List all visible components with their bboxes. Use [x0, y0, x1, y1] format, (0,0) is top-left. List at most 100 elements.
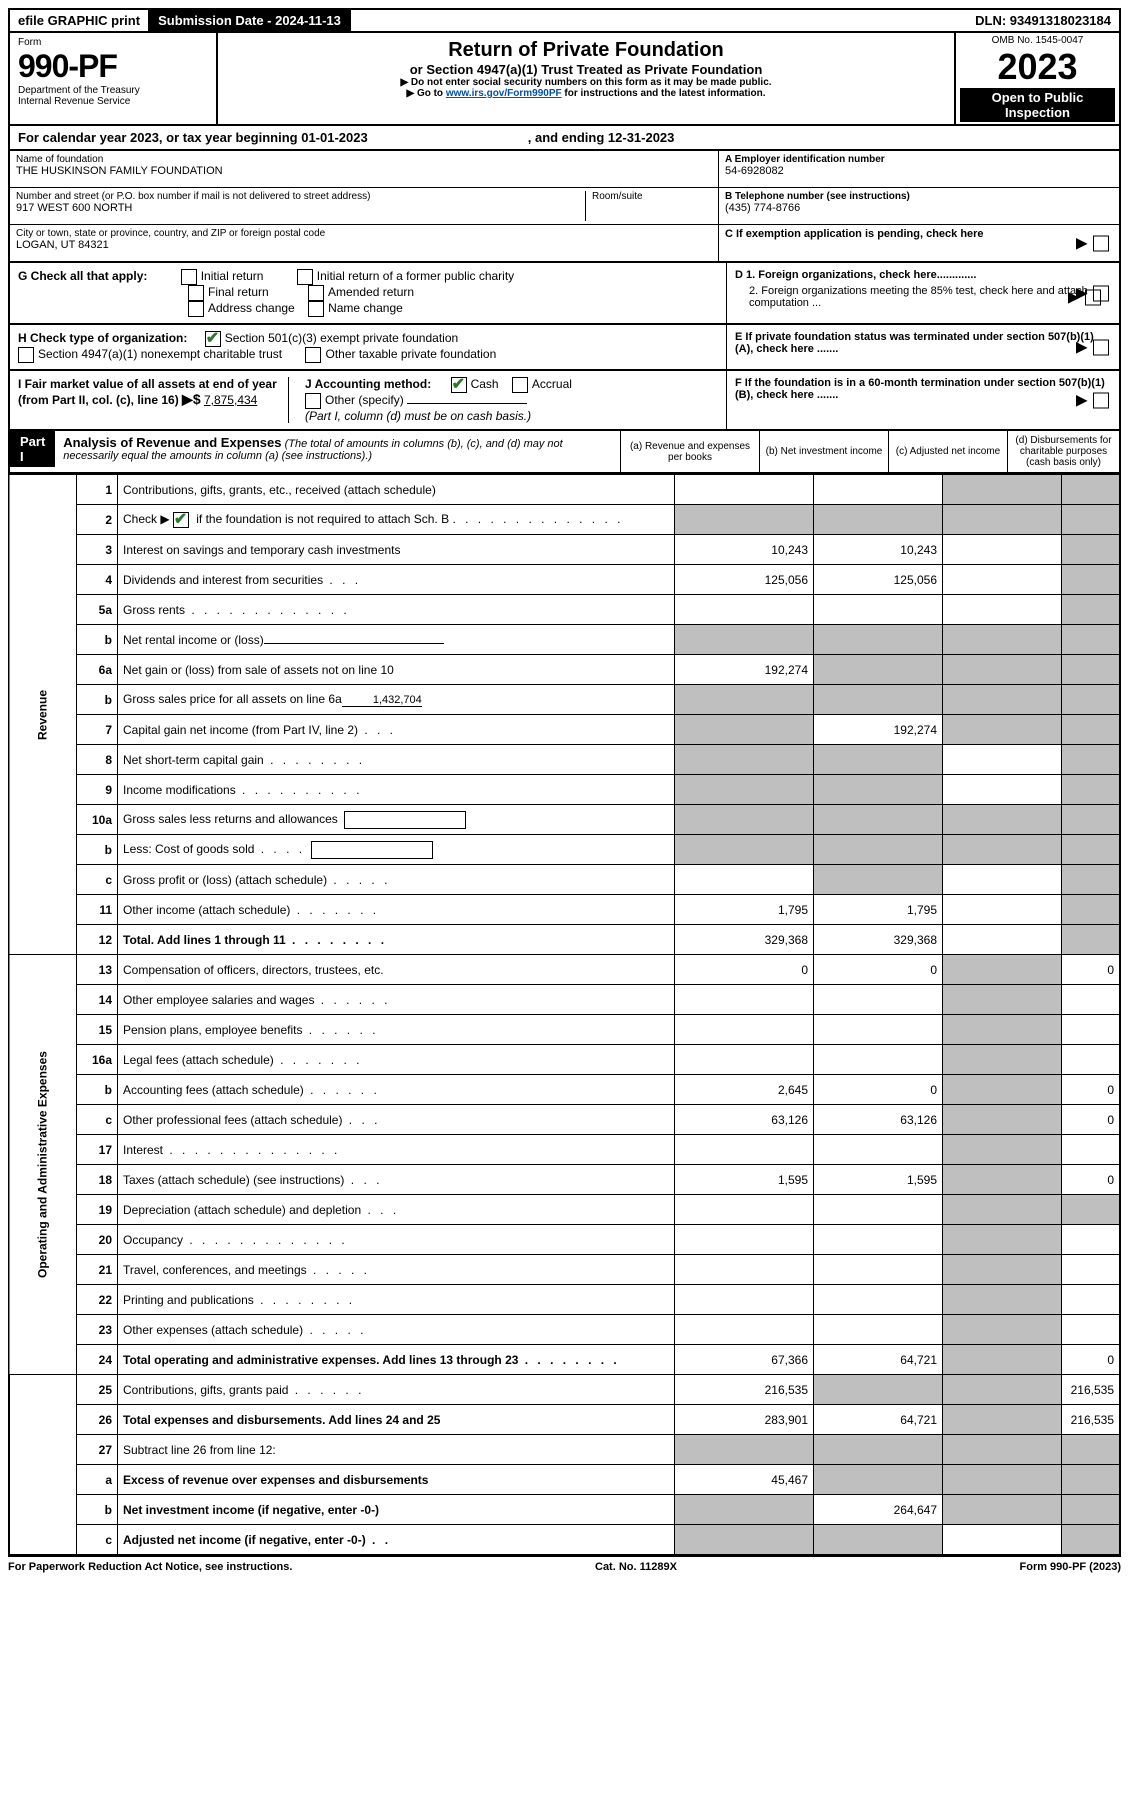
r19-desc: Depreciation (attach schedule) and deple…: [123, 1203, 361, 1217]
h-4947-checkbox[interactable]: [18, 347, 34, 363]
h-label: H Check type of organization:: [18, 331, 187, 345]
table-row: aExcess of revenue over expenses and dis…: [9, 1465, 1120, 1495]
cal-end: , and ending 12-31-2023: [528, 130, 675, 145]
table-row: 23Other expenses (attach schedule) . . .…: [9, 1315, 1120, 1345]
g-name-checkbox[interactable]: [308, 301, 324, 317]
col-b-head: (b) Net investment income: [760, 431, 889, 472]
r16b-a: 2,645: [675, 1075, 814, 1105]
r27b-desc: Net investment income (if negative, ente…: [123, 1503, 379, 1517]
r10a-field[interactable]: [344, 811, 466, 829]
r2-desc: Check ▶: [123, 512, 170, 526]
part1-tag: Part I: [10, 431, 55, 467]
table-row: bGross sales price for all assets on lin…: [9, 685, 1120, 715]
g-final-checkbox[interactable]: [188, 285, 204, 301]
r16a-desc: Legal fees (attach schedule): [123, 1053, 274, 1067]
form-header: Form 990-PF Department of the Treasury I…: [8, 33, 1121, 126]
r16c-a: 63,126: [675, 1105, 814, 1135]
form-number: 990-PF: [18, 48, 208, 85]
table-row: bNet rental income or (loss): [9, 625, 1120, 655]
part1-header: Part I Analysis of Revenue and Expenses …: [8, 431, 1121, 474]
h-501c3-checkbox[interactable]: [205, 331, 221, 347]
i-arrow: ▶$: [182, 391, 201, 407]
r6a-a: 192,274: [675, 655, 814, 685]
g-initial-checkbox[interactable]: [181, 269, 197, 285]
r6b-val: 1,432,704: [342, 694, 422, 707]
r10b-field[interactable]: [311, 841, 433, 859]
h-other-checkbox[interactable]: [305, 347, 321, 363]
note2-post: for instructions and the latest informat…: [564, 88, 765, 99]
dots: . . . . . . . . . . . . . .: [452, 512, 623, 526]
tax-year: 2023: [960, 46, 1115, 88]
r12-desc: Total. Add lines 1 through 11: [123, 933, 286, 947]
r25-a: 216,535: [675, 1375, 814, 1405]
r14-desc: Other employee salaries and wages: [123, 993, 314, 1007]
j-other-checkbox[interactable]: [305, 393, 321, 409]
g-addr-checkbox[interactable]: [188, 301, 204, 317]
r13-desc: Compensation of officers, directors, tru…: [123, 963, 384, 977]
r27-desc: Subtract line 26 from line 12:: [123, 1443, 276, 1457]
dln: DLN: 93491318023184: [967, 10, 1119, 31]
revenue-sidelabel: Revenue: [9, 475, 77, 955]
table-row: 9Income modifications . . . . . . . . . …: [9, 775, 1120, 805]
r11-desc: Other income (attach schedule): [123, 903, 290, 917]
arrow-icon: ▶: [1076, 392, 1087, 409]
e-checkbox[interactable]: [1093, 339, 1109, 355]
g-final: Final return: [208, 285, 269, 299]
table-row: 11Other income (attach schedule) . . . .…: [9, 895, 1120, 925]
r5b-desc: Net rental income or (loss): [123, 633, 264, 647]
ein-value: 54-6928082: [725, 165, 1113, 177]
j-cash-checkbox[interactable]: [451, 377, 467, 393]
table-row: 3Interest on savings and temporary cash …: [9, 535, 1120, 565]
part1-title: Analysis of Revenue and Expenses: [63, 435, 281, 450]
f-checkbox[interactable]: [1093, 392, 1109, 408]
r16c-b: 63,126: [814, 1105, 943, 1135]
table-row: 21Travel, conferences, and meetings . . …: [9, 1255, 1120, 1285]
page-footer: For Paperwork Reduction Act Notice, see …: [8, 1556, 1121, 1577]
table-row: 15Pension plans, employee benefits . . .…: [9, 1015, 1120, 1045]
table-row: 26Total expenses and disbursements. Add …: [9, 1405, 1120, 1435]
d1-label: D 1. Foreign organizations, check here..…: [735, 269, 976, 281]
irs-link[interactable]: www.irs.gov/Form990PF: [446, 88, 562, 99]
note2-pre: ▶ Go to: [406, 88, 445, 99]
calendar-year-bar: For calendar year 2023, or tax year begi…: [8, 126, 1121, 151]
footer-mid: Cat. No. 11289X: [595, 1561, 677, 1573]
j-cash: Cash: [471, 377, 499, 391]
open-public: Open to Public Inspection: [960, 88, 1115, 122]
r10a-desc: Gross sales less returns and allowances: [123, 812, 338, 826]
city-label: City or town, state or province, country…: [16, 228, 712, 239]
table-row: 20Occupancy . . . . . . . . . . . . .: [9, 1225, 1120, 1255]
h-opt2: Section 4947(a)(1) nonexempt charitable …: [38, 347, 282, 361]
r18-b: 1,595: [814, 1165, 943, 1195]
note-ssn: ▶ Do not enter social security numbers o…: [228, 77, 944, 88]
table-row: bAccounting fees (attach schedule) . . .…: [9, 1075, 1120, 1105]
j-accrual-checkbox[interactable]: [512, 377, 528, 393]
r7-b: 192,274: [814, 715, 943, 745]
c-checkbox[interactable]: [1093, 235, 1109, 251]
note-link-line: ▶ Go to www.irs.gov/Form990PF for instru…: [228, 88, 944, 99]
r16b-b: 0: [814, 1075, 943, 1105]
table-row: 24Total operating and administrative exp…: [9, 1345, 1120, 1375]
r18-desc: Taxes (attach schedule) (see instruction…: [123, 1173, 344, 1187]
g-amended-checkbox[interactable]: [308, 285, 324, 301]
table-row: bNet investment income (if negative, ent…: [9, 1495, 1120, 1525]
f-label: F If the foundation is in a 60-month ter…: [735, 377, 1105, 401]
g-initial-former-checkbox[interactable]: [297, 269, 313, 285]
table-row: 16aLegal fees (attach schedule) . . . . …: [9, 1045, 1120, 1075]
r26-a: 283,901: [675, 1405, 814, 1435]
table-row: 27Subtract line 26 from line 12:: [9, 1435, 1120, 1465]
footer-left: For Paperwork Reduction Act Notice, see …: [8, 1561, 292, 1573]
r1-desc: Contributions, gifts, grants, etc., rece…: [123, 483, 436, 497]
table-row: Operating and Administrative Expenses 13…: [9, 955, 1120, 985]
street-address: 917 WEST 600 NORTH: [16, 202, 585, 214]
col-d-head: (d) Disbursements for charitable purpose…: [1008, 431, 1119, 472]
r7-desc: Capital gain net income (from Part IV, l…: [123, 723, 358, 737]
r26-d: 216,535: [1062, 1405, 1121, 1435]
r27a-a: 45,467: [675, 1465, 814, 1495]
r9-desc: Income modifications: [123, 783, 236, 797]
d2-checkbox[interactable]: [1085, 289, 1101, 305]
r2-checkbox[interactable]: [173, 512, 189, 528]
table-row: 14Other employee salaries and wages . . …: [9, 985, 1120, 1015]
table-row: 8Net short-term capital gain . . . . . .…: [9, 745, 1120, 775]
r4-a: 125,056: [675, 565, 814, 595]
table-row: 18Taxes (attach schedule) (see instructi…: [9, 1165, 1120, 1195]
